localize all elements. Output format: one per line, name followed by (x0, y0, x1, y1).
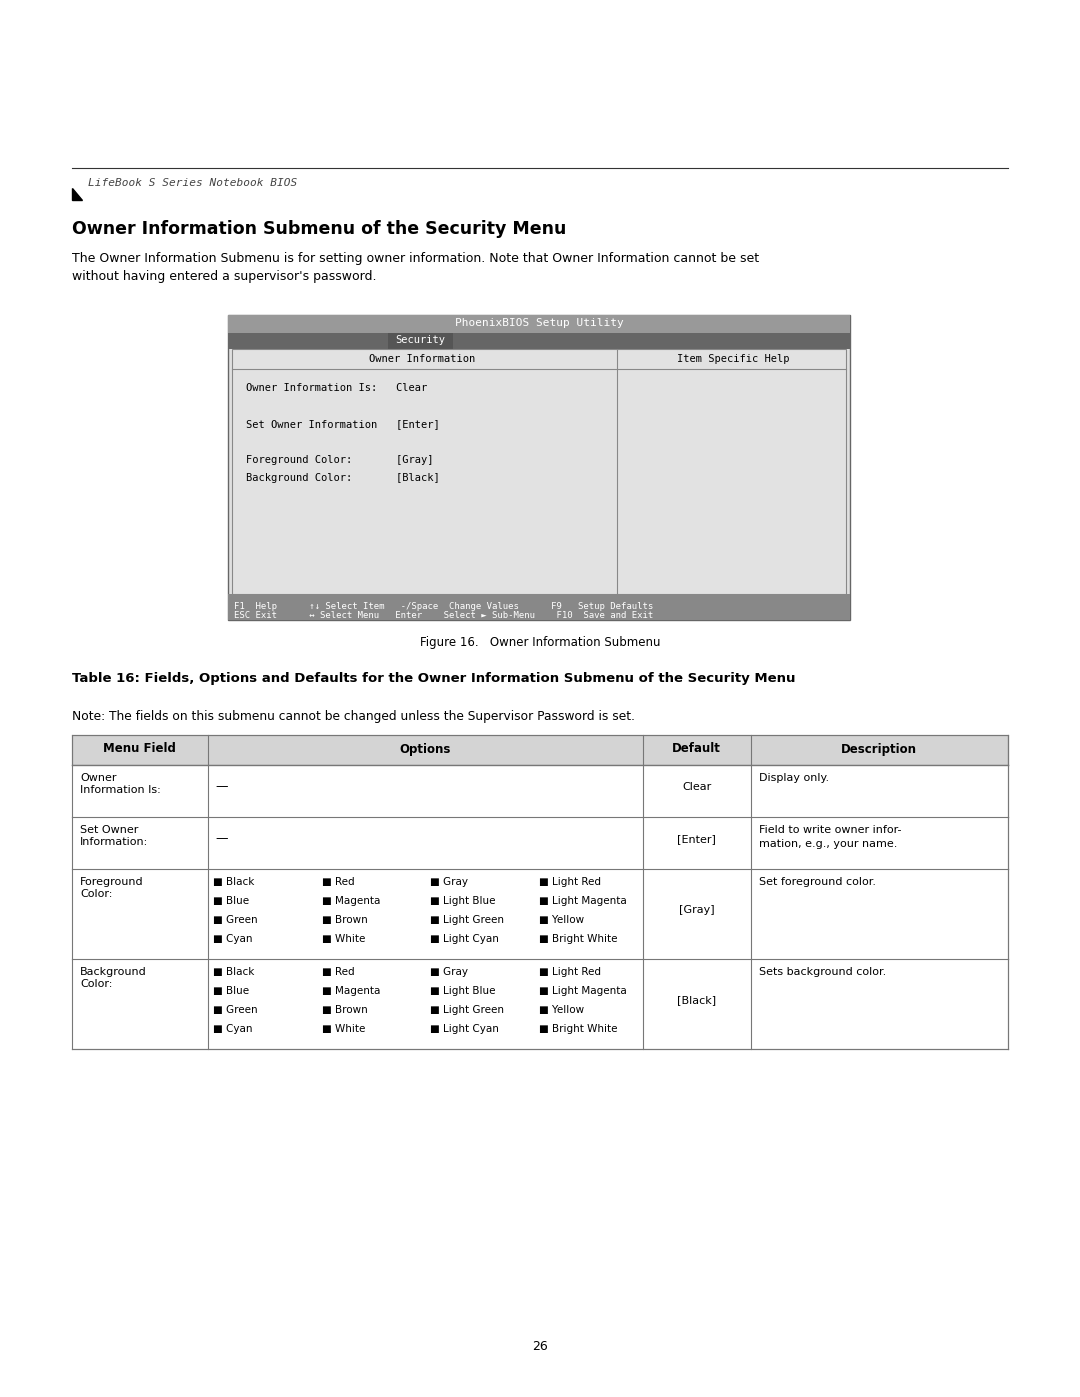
Bar (228, 594, 850, 620)
Text: Figure 16.   Owner Information Submenu: Figure 16. Owner Information Submenu (420, 636, 660, 650)
Text: ■ Bright White: ■ Bright White (539, 1024, 618, 1034)
Text: ■ Magenta: ■ Magenta (322, 986, 380, 996)
Text: ■ Black: ■ Black (213, 967, 254, 977)
Text: Owner Information Is:   Clear: Owner Information Is: Clear (246, 383, 428, 393)
Bar (72, 735, 1008, 766)
Text: ■ Black: ■ Black (213, 877, 254, 887)
Text: Display only.: Display only. (758, 773, 828, 782)
Text: ■ Light Green: ■ Light Green (430, 915, 504, 925)
Text: Note: The fields on this submenu cannot be changed unless the Supervisor Passwor: Note: The fields on this submenu cannot … (72, 710, 635, 724)
Text: Foreground Color:       [Gray]: Foreground Color: [Gray] (246, 455, 433, 465)
Text: Set foreground color.: Set foreground color. (758, 877, 876, 887)
Text: Field to write owner infor-
mation, e.g., your name.: Field to write owner infor- mation, e.g.… (758, 826, 901, 849)
Text: Default: Default (673, 742, 721, 756)
Bar (72, 958, 1008, 1049)
Text: ■ White: ■ White (322, 1024, 365, 1034)
Text: ■ Gray: ■ Gray (430, 877, 469, 887)
Bar (232, 349, 846, 594)
Text: —: — (216, 781, 228, 793)
Text: ■ Yellow: ■ Yellow (539, 1004, 584, 1016)
Text: ■ Cyan: ■ Cyan (213, 1024, 253, 1034)
Text: 26: 26 (532, 1340, 548, 1354)
Text: ■ Light Blue: ■ Light Blue (430, 986, 496, 996)
Text: ■ Yellow: ■ Yellow (539, 915, 584, 925)
Text: PhoenixBIOS Setup Utility: PhoenixBIOS Setup Utility (455, 319, 623, 328)
Text: ■ Light Magenta: ■ Light Magenta (539, 895, 626, 907)
Text: Set Owner Information   [Enter]: Set Owner Information [Enter] (246, 419, 440, 429)
Text: ■ Light Green: ■ Light Green (430, 1004, 504, 1016)
Text: Background
Color:: Background Color: (80, 967, 147, 989)
Text: —: — (216, 833, 228, 845)
Text: [Black]: [Black] (677, 995, 716, 1004)
Text: Menu Field: Menu Field (104, 742, 176, 756)
Bar (72, 817, 1008, 869)
Text: ■ Light Red: ■ Light Red (539, 967, 602, 977)
Bar (388, 332, 453, 349)
Text: Options: Options (400, 742, 451, 756)
Text: ■ White: ■ White (322, 935, 365, 944)
Text: Security: Security (395, 335, 446, 345)
Text: ■ Magenta: ■ Magenta (322, 895, 380, 907)
Text: ■ Light Red: ■ Light Red (539, 877, 602, 887)
Text: ESC Exit      ↔ Select Menu   Enter    Select ► Sub-Menu    F10  Save and Exit: ESC Exit ↔ Select Menu Enter Select ► Su… (234, 610, 653, 620)
Text: ■ Gray: ■ Gray (430, 967, 469, 977)
Text: Description: Description (841, 742, 917, 756)
Bar (228, 332, 850, 349)
Text: ■ Brown: ■ Brown (322, 915, 367, 925)
Text: [Gray]: [Gray] (679, 905, 715, 915)
Text: [Enter]: [Enter] (677, 834, 716, 844)
Bar (228, 314, 850, 620)
Text: Clear: Clear (683, 782, 712, 792)
Text: LifeBook S Series Notebook BIOS: LifeBook S Series Notebook BIOS (87, 177, 297, 189)
Text: ■ Light Blue: ■ Light Blue (430, 895, 496, 907)
Text: Owner Information: Owner Information (369, 353, 475, 365)
Bar (72, 869, 1008, 958)
Text: Sets background color.: Sets background color. (758, 967, 886, 977)
Text: Owner Information Submenu of the Security Menu: Owner Information Submenu of the Securit… (72, 219, 566, 237)
Text: ■ Brown: ■ Brown (322, 1004, 367, 1016)
Text: ■ Blue: ■ Blue (213, 895, 248, 907)
Text: ■ Light Cyan: ■ Light Cyan (430, 1024, 499, 1034)
Text: Set Owner
Information:: Set Owner Information: (80, 826, 148, 847)
Bar (228, 314, 850, 332)
Text: The Owner Information Submenu is for setting owner information. Note that Owner : The Owner Information Submenu is for set… (72, 251, 759, 284)
Text: ■ Bright White: ■ Bright White (539, 935, 618, 944)
Text: Background Color:       [Black]: Background Color: [Black] (246, 474, 440, 483)
Text: F1  Help      ↑↓ Select Item   -/Space  Change Values      F9   Setup Defaults: F1 Help ↑↓ Select Item -/Space Change Va… (234, 602, 653, 610)
Text: Foreground
Color:: Foreground Color: (80, 877, 144, 898)
Text: ■ Green: ■ Green (213, 915, 257, 925)
Bar (72, 766, 1008, 817)
Text: ■ Blue: ■ Blue (213, 986, 248, 996)
Text: Item Specific Help: Item Specific Help (677, 353, 789, 365)
Text: Owner
Information Is:: Owner Information Is: (80, 773, 161, 795)
Text: ■ Red: ■ Red (322, 877, 354, 887)
Text: ■ Light Cyan: ■ Light Cyan (430, 935, 499, 944)
Text: Table 16: Fields, Options and Defaults for the Owner Information Submenu of the : Table 16: Fields, Options and Defaults f… (72, 672, 796, 685)
Text: ■ Green: ■ Green (213, 1004, 257, 1016)
Text: ■ Light Magenta: ■ Light Magenta (539, 986, 626, 996)
Polygon shape (72, 189, 82, 200)
Text: ■ Cyan: ■ Cyan (213, 935, 253, 944)
Text: ■ Red: ■ Red (322, 967, 354, 977)
